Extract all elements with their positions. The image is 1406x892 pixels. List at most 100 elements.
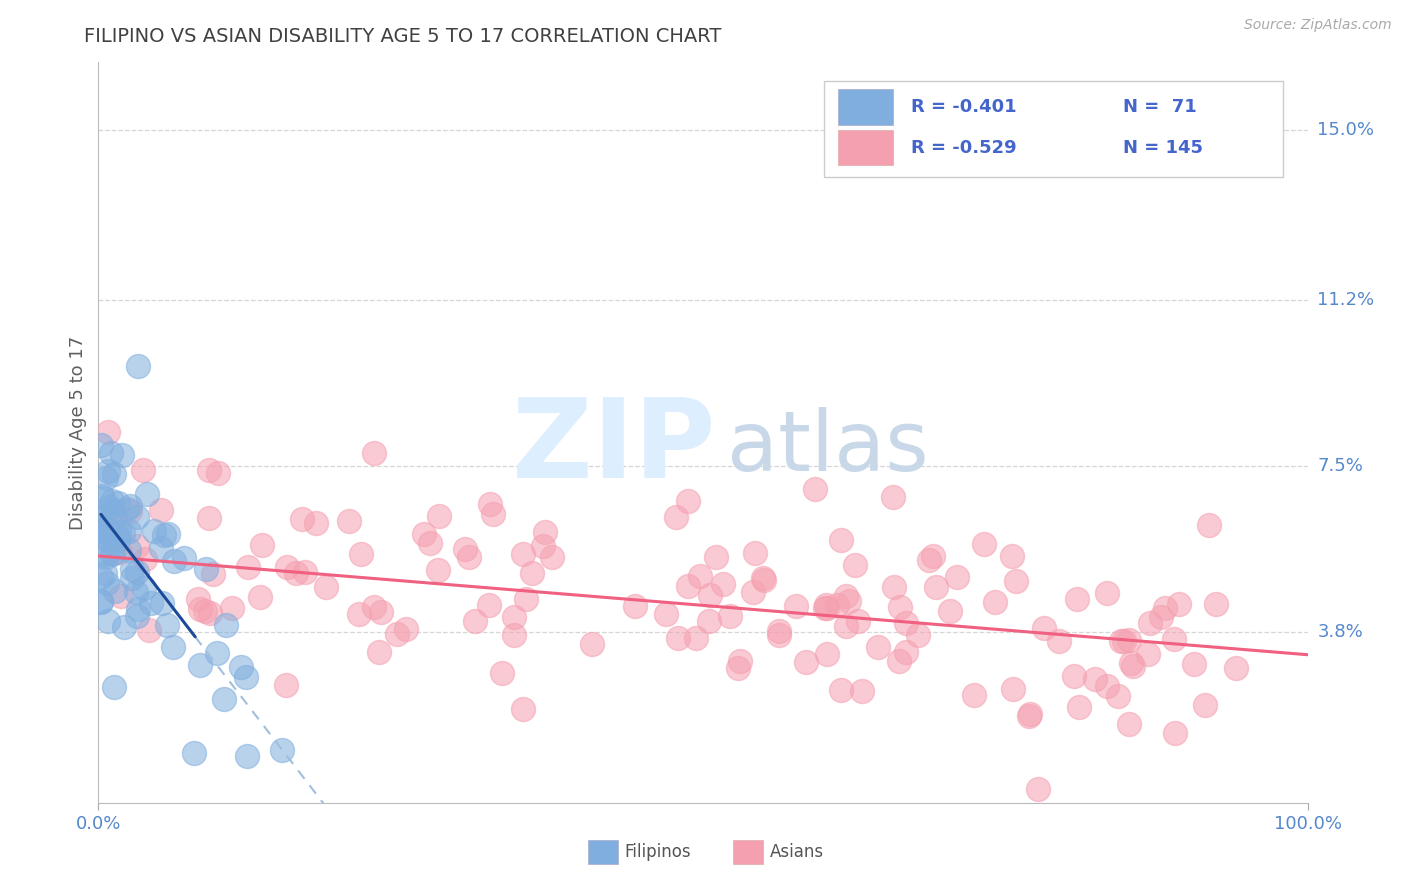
Point — [1002, 682, 1025, 697]
Point — [502, 610, 524, 624]
Point — [851, 683, 873, 698]
Point — [157, 527, 180, 541]
Point — [458, 549, 481, 564]
Point — [101, 547, 124, 561]
Point — [768, 624, 790, 638]
Point — [918, 553, 941, 567]
Text: R = -0.529: R = -0.529 — [911, 138, 1017, 157]
Point — [1168, 598, 1191, 612]
Point — [665, 510, 688, 524]
Point — [101, 494, 124, 508]
Point — [946, 569, 969, 583]
Point — [350, 547, 373, 561]
Point — [90, 595, 112, 609]
Point — [794, 655, 817, 669]
Point — [1163, 632, 1185, 647]
Point — [235, 749, 257, 764]
Point — [541, 550, 564, 565]
Point — [454, 542, 477, 557]
Point — [97, 614, 120, 628]
Y-axis label: Disability Age 5 to 17: Disability Age 5 to 17 — [69, 335, 87, 530]
Point — [90, 570, 112, 584]
Text: Filipinos: Filipinos — [624, 843, 690, 861]
Text: Source: ZipAtlas.com: Source: ZipAtlas.com — [1244, 18, 1392, 32]
Point — [127, 359, 149, 374]
Point — [101, 511, 124, 525]
Point — [1119, 656, 1142, 670]
Point — [276, 678, 298, 692]
Point — [125, 510, 148, 524]
Point — [188, 602, 211, 616]
Point — [925, 581, 948, 595]
Point — [830, 683, 852, 698]
Point — [1018, 707, 1040, 722]
Point — [825, 598, 848, 612]
Point — [100, 446, 122, 460]
Point — [96, 471, 118, 485]
Point — [815, 600, 838, 615]
Point — [94, 546, 117, 560]
Point — [479, 497, 502, 511]
Point — [427, 509, 450, 524]
Point — [1118, 716, 1140, 731]
Point — [110, 589, 132, 603]
Point — [202, 566, 225, 581]
Point — [922, 549, 945, 564]
Point — [90, 520, 112, 534]
Point — [817, 647, 839, 661]
Point — [814, 601, 837, 615]
Point — [108, 525, 131, 540]
Text: 11.2%: 11.2% — [1317, 292, 1375, 310]
Point — [139, 596, 162, 610]
Point — [363, 600, 385, 615]
Point — [150, 541, 173, 555]
Point — [889, 600, 911, 615]
Point — [882, 490, 904, 504]
Point — [152, 528, 174, 542]
Point — [127, 601, 149, 615]
Point — [689, 569, 711, 583]
Point — [249, 591, 271, 605]
Point — [751, 571, 773, 585]
Point — [121, 571, 143, 585]
Point — [183, 746, 205, 760]
Point — [1225, 660, 1247, 674]
Point — [198, 510, 221, 524]
Point — [1026, 782, 1049, 797]
Point — [97, 425, 120, 440]
Point — [728, 654, 751, 668]
Point — [963, 688, 986, 702]
Point — [291, 512, 314, 526]
Point — [127, 565, 149, 579]
FancyBboxPatch shape — [734, 840, 763, 863]
Point — [815, 598, 838, 612]
Point — [104, 583, 127, 598]
Point — [125, 584, 148, 599]
Point — [195, 562, 218, 576]
Point — [229, 660, 252, 674]
FancyBboxPatch shape — [588, 840, 619, 863]
Point — [150, 503, 173, 517]
Point — [94, 566, 117, 580]
Point — [866, 640, 889, 655]
Point — [1182, 657, 1205, 671]
Point — [697, 614, 720, 628]
Point — [294, 565, 316, 579]
Point — [481, 508, 503, 522]
Point — [896, 644, 918, 658]
Point — [1067, 699, 1090, 714]
Point — [90, 438, 112, 452]
Point — [221, 601, 243, 615]
Point — [419, 536, 441, 550]
Point — [939, 604, 962, 618]
Point — [236, 559, 259, 574]
Point — [143, 524, 166, 539]
Point — [90, 594, 112, 608]
Text: Asians: Asians — [769, 843, 824, 861]
Point — [741, 584, 763, 599]
Point — [768, 628, 790, 642]
Point — [713, 576, 735, 591]
Point — [103, 467, 125, 482]
Point — [1118, 632, 1140, 647]
Point — [111, 448, 134, 462]
